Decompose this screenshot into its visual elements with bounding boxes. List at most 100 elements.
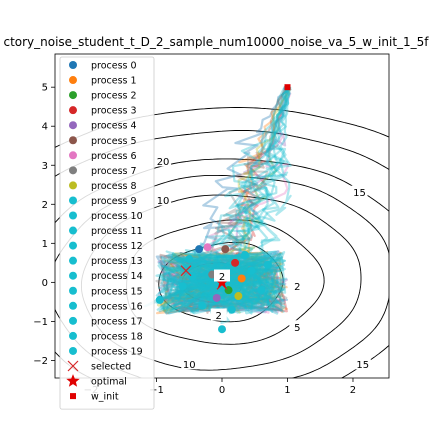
legend-marker [69, 226, 77, 235]
legend-label: process 4 [91, 121, 137, 132]
legend-optimal-icon [66, 374, 80, 387]
final-point [178, 282, 187, 291]
legend-marker [69, 196, 77, 205]
y-tick-label: −2 [33, 356, 48, 367]
contour-label: 15 [353, 188, 366, 199]
optimal-marker [215, 275, 229, 288]
final-point [218, 325, 226, 334]
legend-marker [69, 256, 77, 265]
legend-label: process 10 [91, 211, 143, 222]
legend: process 0 process 1 process 2 process 3 proc… [59, 56, 155, 410]
final-point [221, 245, 230, 254]
trajectory-process-19 [157, 87, 291, 315]
y-tick-label: 2 [42, 200, 48, 211]
legend-label: optimal [91, 377, 127, 388]
legend-box [59, 56, 155, 410]
contour-label-bg [289, 279, 306, 292]
w-init-marker [284, 84, 291, 91]
legend-marker [69, 331, 77, 340]
final-point [263, 260, 272, 269]
trajectory-process-2 [161, 85, 288, 313]
trajectory-markers [155, 84, 291, 334]
legend-label: process 14 [91, 271, 143, 282]
y-tick-label: 5 [42, 83, 48, 94]
final-point [237, 274, 246, 283]
contour-label-bg [155, 154, 172, 167]
legend-label: process 8 [91, 181, 137, 192]
legend-marker [69, 136, 77, 145]
trajectory-process-10 [157, 84, 287, 314]
legend-marker [69, 241, 77, 250]
final-point [203, 243, 212, 252]
chart-title: ctory_noise_student_t_D_2_sample_num1000… [3, 35, 429, 49]
y-axis-ticks: −2 −1 0 1 2 3 4 5 [33, 83, 55, 367]
trajectory-process-12 [144, 86, 292, 315]
legend-label: process 3 [91, 106, 137, 117]
selected-marker [180, 265, 192, 277]
contour-label: 2 [294, 282, 300, 293]
x-tick-label: 0 [219, 385, 225, 396]
legend-marker [69, 286, 77, 295]
legend-marker [69, 211, 77, 220]
legend-label: process 15 [91, 286, 143, 297]
legend-marker [69, 301, 77, 310]
contour-label: 10 [183, 360, 196, 371]
legend-label: process 17 [91, 316, 143, 327]
final-point [212, 293, 221, 302]
final-point [227, 305, 236, 314]
legend-label: process 0 [91, 61, 137, 72]
legend-label: process 12 [91, 241, 143, 252]
final-point [234, 292, 243, 301]
trajectory-process-8 [156, 86, 291, 314]
legend-marker [69, 181, 77, 190]
legend-label: process 6 [91, 151, 137, 162]
legend-marker [69, 61, 77, 69]
legend-marker [69, 121, 77, 130]
legend-label: process 19 [91, 346, 143, 357]
trajectory-process-9 [157, 85, 290, 315]
trajectory-process-7 [155, 87, 290, 314]
contour-label: 20 [157, 157, 170, 168]
legend-marker [69, 91, 77, 100]
legend-label: process 18 [91, 331, 143, 342]
legend-marker [69, 106, 77, 115]
x-tick-label: −1 [149, 385, 164, 396]
trajectory-process-11 [166, 87, 291, 324]
contour-label: 5 [294, 323, 300, 334]
contour-label-bg [181, 357, 198, 370]
contour-label-bg [354, 357, 371, 370]
contour-labels: 20 10 15 2 2 2 5 10 15 [155, 154, 371, 371]
y-tick-label: 4 [42, 122, 48, 133]
contour-label-bg [351, 185, 368, 198]
legend-label: process 2 [91, 91, 137, 102]
x-tick-label: 1 [284, 385, 290, 396]
contour-label-bg [289, 320, 306, 333]
final-point [185, 254, 194, 263]
legend-label: process 13 [91, 256, 143, 267]
x-tick-label: 2 [350, 385, 356, 396]
contour-label: 10 [157, 196, 170, 207]
final-point [257, 286, 266, 295]
contour-label: 2 [216, 311, 222, 322]
final-point [247, 266, 256, 275]
legend-label: process 11 [91, 226, 143, 237]
legend-marker [69, 151, 77, 160]
final-point [198, 301, 207, 310]
legend-label: selected [91, 362, 131, 373]
final-point [231, 258, 240, 267]
trajectory-process-14 [158, 86, 291, 314]
contour-label-bg [214, 269, 230, 282]
contour-label-bg [155, 193, 172, 206]
y-tick-label: 3 [42, 161, 48, 172]
legend-marker [69, 316, 77, 325]
contour-label: 2 [219, 272, 225, 283]
legend-label: process 9 [91, 196, 137, 207]
trajectory-process-17 [155, 87, 292, 313]
trajectory-process-5 [156, 88, 289, 314]
legend-marker [69, 166, 77, 175]
y-tick-label: 1 [42, 239, 48, 250]
legend-marker [69, 76, 77, 85]
contour-label: 15 [356, 360, 369, 371]
legend-marker [69, 271, 77, 280]
